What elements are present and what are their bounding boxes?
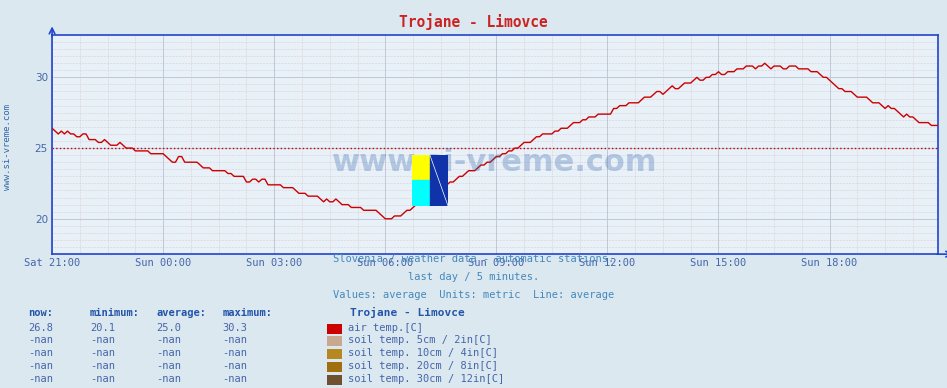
Text: -nan: -nan (223, 361, 247, 371)
Text: Trojane - Limovce: Trojane - Limovce (350, 307, 465, 318)
Text: -nan: -nan (156, 374, 181, 384)
Text: -nan: -nan (28, 335, 53, 345)
Text: -nan: -nan (223, 374, 247, 384)
Text: -nan: -nan (90, 348, 115, 358)
Text: soil temp. 5cm / 2in[C]: soil temp. 5cm / 2in[C] (348, 335, 492, 345)
Text: -nan: -nan (223, 335, 247, 345)
Text: 26.8: 26.8 (28, 322, 53, 333)
Text: minimum:: minimum: (90, 308, 140, 318)
Text: -nan: -nan (90, 361, 115, 371)
Bar (412, 180, 430, 206)
Text: -nan: -nan (90, 335, 115, 345)
Text: -nan: -nan (90, 374, 115, 384)
Text: -nan: -nan (28, 374, 53, 384)
Text: -nan: -nan (28, 361, 53, 371)
Text: maximum:: maximum: (223, 308, 273, 318)
Text: 20.1: 20.1 (90, 322, 115, 333)
Text: last day / 5 minutes.: last day / 5 minutes. (408, 272, 539, 282)
Text: soil temp. 20cm / 8in[C]: soil temp. 20cm / 8in[C] (348, 361, 498, 371)
Text: air temp.[C]: air temp.[C] (348, 322, 423, 333)
Text: Slovenia / weather data - automatic stations.: Slovenia / weather data - automatic stat… (333, 254, 614, 264)
Bar (412, 155, 430, 180)
Text: Trojane - Limovce: Trojane - Limovce (399, 14, 548, 30)
Text: soil temp. 10cm / 4in[C]: soil temp. 10cm / 4in[C] (348, 348, 498, 358)
Text: now:: now: (28, 308, 53, 318)
Text: average:: average: (156, 308, 206, 318)
Text: -nan: -nan (156, 361, 181, 371)
Text: -nan: -nan (156, 335, 181, 345)
Text: www.si-vreme.com: www.si-vreme.com (332, 147, 657, 177)
Text: 25.0: 25.0 (156, 322, 181, 333)
Text: -nan: -nan (223, 348, 247, 358)
Text: -nan: -nan (156, 348, 181, 358)
Text: soil temp. 30cm / 12in[C]: soil temp. 30cm / 12in[C] (348, 374, 505, 384)
Polygon shape (430, 155, 448, 206)
Text: Values: average  Units: metric  Line: average: Values: average Units: metric Line: aver… (333, 290, 614, 300)
Text: www.si-vreme.com: www.si-vreme.com (3, 104, 12, 191)
Text: 30.3: 30.3 (223, 322, 247, 333)
Text: -nan: -nan (28, 348, 53, 358)
